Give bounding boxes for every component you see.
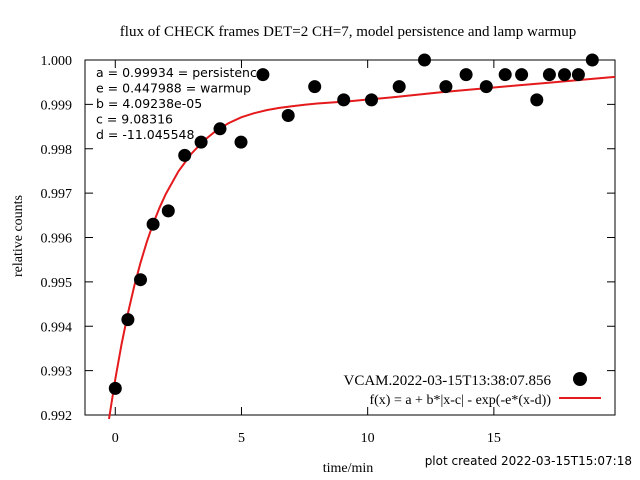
data-points-layer <box>108 53 599 395</box>
data-point <box>108 381 122 395</box>
x-tick-label: 10 <box>361 431 375 446</box>
fit-curve <box>108 75 616 420</box>
data-point <box>585 53 599 67</box>
data-point <box>134 273 147 287</box>
data-point <box>542 68 556 82</box>
data-point <box>337 93 351 107</box>
y-tick-label: 0.994 <box>41 320 73 335</box>
data-point <box>121 313 135 327</box>
data-point <box>161 204 175 218</box>
legend: VCAM.2022-03-15T13:38:07.856 f(x) = a + … <box>344 372 601 408</box>
y-tick-label: 0.993 <box>41 365 73 380</box>
data-point <box>194 135 208 149</box>
y-tick-label: 0.999 <box>41 98 73 113</box>
y-axis-ticks: 0.992 0.993 0.994 0.995 0.996 0.997 0.998 0.999… <box>41 54 615 424</box>
x-tick-label: 15 <box>487 431 501 446</box>
y-tick-label: 0.996 <box>41 232 73 247</box>
parameter-annotation: a = 0.99934 = persistence <box>96 65 265 80</box>
parameter-annotation: e = 0.447988 = warmup <box>96 81 251 96</box>
x-tick-label: 0 <box>112 431 119 446</box>
data-point <box>571 68 585 82</box>
fit-curve-layer <box>108 75 616 420</box>
data-point <box>479 80 493 94</box>
y-tick-label: 0.995 <box>41 276 73 291</box>
x-axis-ticks: 0 5 10 15 <box>112 60 501 446</box>
data-point <box>515 68 529 82</box>
data-point <box>418 53 431 67</box>
data-point <box>439 80 453 94</box>
data-point <box>213 122 227 136</box>
data-point <box>146 217 160 231</box>
legend-marker-points <box>573 372 587 386</box>
y-axis-label: relative counts <box>11 195 26 277</box>
data-point <box>498 68 512 82</box>
x-tick-label: 5 <box>238 431 245 446</box>
data-point <box>234 135 248 149</box>
data-point <box>558 68 571 82</box>
parameter-annotation: c = 9.08316 <box>96 112 173 127</box>
parameter-annotation: d = -11.045548 <box>96 127 195 142</box>
x-axis-label: time/min <box>323 461 374 476</box>
data-point <box>459 68 473 82</box>
legend-label-fit: f(x) = a + b*|x-c| - exp(-e*(x-d)) <box>369 393 551 408</box>
plot-created-timestamp: plot created 2022-03-15T15:07:18 <box>425 454 632 468</box>
data-point <box>178 148 192 162</box>
y-tick-label: 0.992 <box>41 409 73 424</box>
data-point <box>530 93 544 107</box>
y-tick-label: 1.000 <box>41 54 73 69</box>
data-point <box>392 80 406 94</box>
y-tick-label: 0.997 <box>41 187 73 202</box>
data-point <box>256 68 270 82</box>
y-tick-label: 0.998 <box>41 143 73 158</box>
chart-title: flux of CHECK frames DET=2 CH=7, model p… <box>120 24 576 40</box>
data-point <box>308 80 322 94</box>
legend-label-points: VCAM.2022-03-15T13:38:07.856 <box>344 373 552 389</box>
data-point <box>365 93 378 107</box>
data-point <box>281 109 295 122</box>
parameter-annotation: b = 4.09238e-05 <box>96 96 202 111</box>
